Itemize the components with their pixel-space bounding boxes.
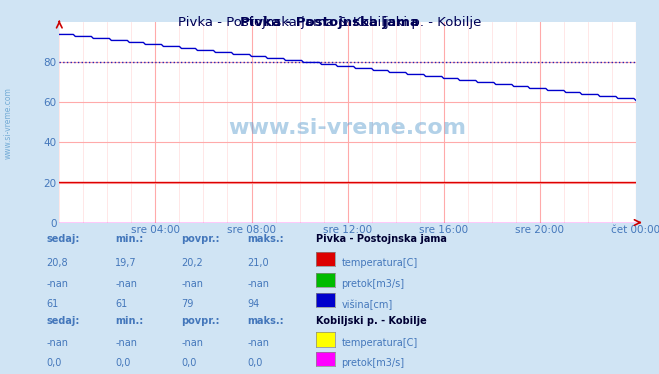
Text: -nan: -nan: [247, 338, 269, 349]
Text: -nan: -nan: [46, 338, 68, 349]
Text: -nan: -nan: [247, 279, 269, 289]
Text: Pivka - Postojnska jama: Pivka - Postojnska jama: [240, 16, 419, 29]
Text: -nan: -nan: [181, 338, 203, 349]
Text: pretok[m3/s]: pretok[m3/s]: [341, 358, 405, 368]
Text: sedaj:: sedaj:: [46, 316, 80, 326]
Text: temperatura[C]: temperatura[C]: [341, 258, 418, 268]
Text: maks.:: maks.:: [247, 234, 284, 244]
Text: sedaj:: sedaj:: [46, 234, 80, 244]
Text: 21,0: 21,0: [247, 258, 269, 268]
Text: www.si-vreme.com: www.si-vreme.com: [3, 88, 13, 159]
Text: -nan: -nan: [115, 279, 137, 289]
Text: 20,2: 20,2: [181, 258, 203, 268]
Text: povpr.:: povpr.:: [181, 316, 219, 326]
Text: www.si-vreme.com: www.si-vreme.com: [229, 119, 467, 138]
Text: 0,0: 0,0: [247, 358, 262, 368]
Text: Kobiljski p. - Kobilje: Kobiljski p. - Kobilje: [316, 316, 427, 326]
Text: 0,0: 0,0: [46, 358, 61, 368]
Text: -nan: -nan: [181, 279, 203, 289]
Text: 0,0: 0,0: [181, 358, 196, 368]
Text: 61: 61: [115, 299, 128, 309]
Text: 19,7: 19,7: [115, 258, 137, 268]
Text: -nan: -nan: [115, 338, 137, 349]
Text: maks.:: maks.:: [247, 316, 284, 326]
Text: povpr.:: povpr.:: [181, 234, 219, 244]
Text: temperatura[C]: temperatura[C]: [341, 338, 418, 349]
Text: 61: 61: [46, 299, 59, 309]
Text: 20,8: 20,8: [46, 258, 68, 268]
Text: 79: 79: [181, 299, 194, 309]
Text: min.:: min.:: [115, 316, 144, 326]
Text: višina[cm]: višina[cm]: [341, 299, 393, 310]
Text: min.:: min.:: [115, 234, 144, 244]
Text: 0,0: 0,0: [115, 358, 130, 368]
Text: Pivka - Postojnska jama & Kobiljski p. - Kobilje: Pivka - Postojnska jama & Kobiljski p. -…: [178, 16, 481, 29]
Text: pretok[m3/s]: pretok[m3/s]: [341, 279, 405, 289]
Text: 94: 94: [247, 299, 260, 309]
Text: -nan: -nan: [46, 279, 68, 289]
Text: Pivka - Postojnska jama: Pivka - Postojnska jama: [316, 234, 447, 244]
